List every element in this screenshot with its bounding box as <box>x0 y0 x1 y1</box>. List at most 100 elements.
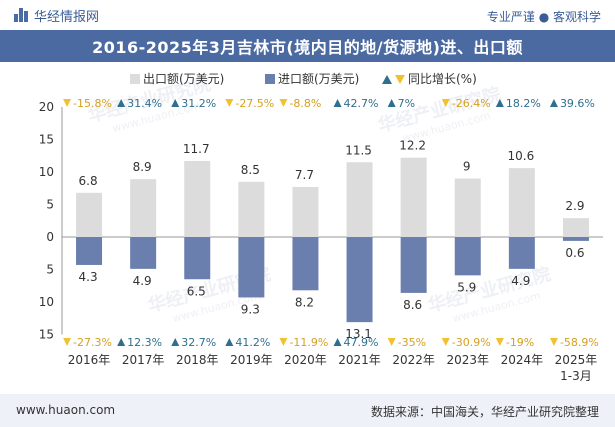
footer-url[interactable]: www.huaon.com <box>16 403 116 417</box>
export-value-label: 12.2 <box>399 139 426 153</box>
import-value-label: 8.2 <box>295 295 314 309</box>
legend-swatch-import <box>265 74 275 84</box>
export-growth-label: -15.8% <box>73 97 112 110</box>
x-tick-label: 2020年 <box>284 353 327 367</box>
import-bar <box>346 237 373 323</box>
export-growth-label: 18.2% <box>506 97 541 110</box>
import-growth-label-up-arrow-icon <box>225 338 234 346</box>
x-tick-label: 2021年 <box>338 353 381 367</box>
import-growth-label: -35% <box>398 336 426 349</box>
import-growth-label-down-arrow-icon <box>495 338 504 346</box>
legend-up-arrow-icon <box>382 75 392 84</box>
import-value-label: 4.9 <box>511 274 530 288</box>
export-growth-label-up-arrow-icon <box>333 99 342 107</box>
import-bar <box>508 237 535 269</box>
export-growth-label-down-arrow-icon <box>63 99 72 107</box>
import-value-label: 6.5 <box>187 284 206 298</box>
import-growth-label: 41.2% <box>235 336 270 349</box>
export-growth-label: 42.7% <box>344 97 379 110</box>
export-value-label: 9 <box>463 160 471 174</box>
y-tick-label: 10 <box>39 165 54 179</box>
import-value-label: 13.1 <box>345 327 372 341</box>
import-value-label: 9.3 <box>241 302 260 316</box>
export-value-label: 10.6 <box>507 149 534 163</box>
export-growth-label: 31.2% <box>181 97 216 110</box>
data-source: 数据来源：中国海关，华经产业研究院整理 <box>370 405 599 419</box>
x-tick-label: 2024年 <box>501 353 544 367</box>
export-bar <box>400 157 427 237</box>
x-tick-label: 2022年 <box>392 353 435 367</box>
import-value-label: 4.9 <box>133 274 152 288</box>
export-growth-label: 7% <box>398 97 415 110</box>
export-bar <box>76 192 103 237</box>
import-value-label: 4.3 <box>79 270 98 284</box>
y-tick-label: 0 <box>46 230 54 244</box>
import-growth-label: -58.9% <box>560 336 599 349</box>
y-tick-label: 20 <box>39 100 54 114</box>
export-growth-label: -27.5% <box>235 97 274 110</box>
export-bar <box>508 168 535 237</box>
export-bar <box>454 178 481 237</box>
legend-label-growth: 同比增长(%) <box>408 72 477 86</box>
export-value-label: 7.7 <box>295 168 314 182</box>
import-bar <box>184 237 211 280</box>
export-growth-label: 31.4% <box>127 97 162 110</box>
export-growth-label-up-arrow-icon <box>549 99 558 107</box>
y-tick-label: 15 <box>39 133 54 147</box>
export-growth-label: -8.8% <box>289 97 321 110</box>
import-bar <box>238 237 265 298</box>
export-growth-label-up-arrow-icon <box>171 99 180 107</box>
export-growth-label: 39.6% <box>560 97 595 110</box>
export-growth-label: -26.4% <box>452 97 491 110</box>
chart-title: 2016-2025年3月吉林市(境内目的地/货源地)进、出口额 <box>92 38 523 57</box>
x-tick-label: 2025年 <box>555 353 598 367</box>
brand-name: 华经情报网 <box>34 9 100 25</box>
export-bar <box>562 218 589 237</box>
import-growth-label: -30.9% <box>452 336 491 349</box>
import-growth-label-down-arrow-icon <box>387 338 396 346</box>
y-tick-label: 10 <box>39 295 54 309</box>
legend-label-export: 出口额(万美元) <box>143 72 224 86</box>
import-bar <box>76 237 103 265</box>
import-bar <box>562 237 589 241</box>
x-tick-label: 2023年 <box>446 353 489 367</box>
y-tick-label: 15 <box>39 328 54 342</box>
export-bar <box>130 179 157 237</box>
x-tick-label: 2018年 <box>176 353 219 367</box>
import-growth-label-up-arrow-icon <box>333 338 342 346</box>
export-value-label: 8.9 <box>133 160 152 174</box>
footer: www.huaon.com 数据来源：中国海关，华经产业研究院整理 <box>0 394 615 427</box>
export-growth-label-down-arrow-icon <box>225 99 234 107</box>
import-bar <box>292 237 319 291</box>
import-bar <box>400 237 427 293</box>
export-bar <box>184 160 211 237</box>
export-growth-label-up-arrow-icon <box>387 99 396 107</box>
export-value-label: 11.7 <box>183 142 210 156</box>
import-growth-label-down-arrow-icon <box>549 338 558 346</box>
export-value-label: 11.5 <box>345 143 372 157</box>
y-tick-label: 5 <box>46 263 54 277</box>
brand[interactable]: 华经情报网 <box>14 7 100 25</box>
export-bar <box>346 162 373 237</box>
export-growth-label-up-arrow-icon <box>495 99 504 107</box>
import-growth-label: -19% <box>506 336 534 349</box>
export-growth-label-up-arrow-icon <box>117 99 126 107</box>
import-growth-label: -11.9% <box>289 336 328 349</box>
export-value-label: 8.5 <box>241 163 260 177</box>
title-bar: 2016-2025年3月吉林市(境内目的地/货源地)进、出口额 <box>0 30 615 62</box>
import-growth-label-down-arrow-icon <box>441 338 450 346</box>
export-growth-label-down-arrow-icon <box>441 99 450 107</box>
export-value-label: 2.9 <box>565 199 584 213</box>
export-bar <box>292 186 319 237</box>
y-tick-label: 5 <box>46 198 54 212</box>
legend-down-arrow-icon <box>395 75 405 84</box>
legend-swatch-export <box>130 74 140 84</box>
logo-icon <box>14 8 28 22</box>
x-tick-label: 2017年 <box>122 353 165 367</box>
x-tick-label: 2016年 <box>68 353 111 367</box>
import-growth-label-up-arrow-icon <box>171 338 180 346</box>
import-growth-label: 32.7% <box>181 336 216 349</box>
import-growth-label-down-arrow-icon <box>63 338 72 346</box>
export-value-label: 6.8 <box>79 174 98 188</box>
